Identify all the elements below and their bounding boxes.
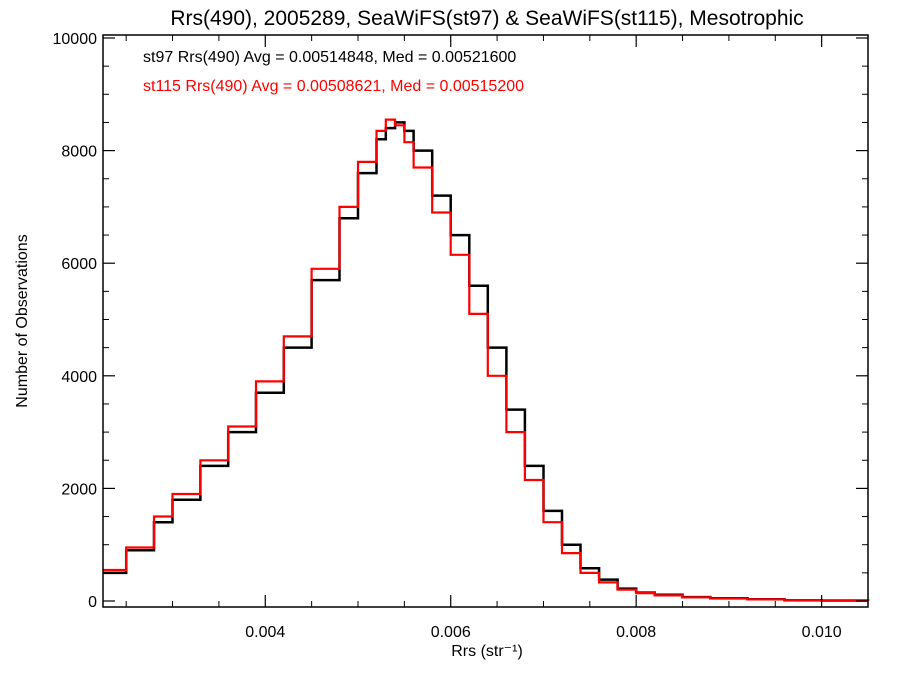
y-tick-label: 4000 (61, 369, 97, 386)
axis-ticks: 0.004 0.006 0.008 0.010 0 2000 4000 6000 8000 100… (53, 31, 868, 641)
x-tick-label: 0.006 (431, 624, 471, 641)
annotation-st97: st97 Rrs(490) Avg = 0.00514848, Med = 0.… (143, 49, 516, 66)
y-axis-label: Number of Observations (14, 234, 31, 407)
series-line-st115 (103, 118, 870, 602)
y-tick-label: 8000 (61, 144, 97, 161)
y-tick-label: 0 (88, 594, 97, 611)
chart-title: Rrs(490), 2005289, SeaWiFS(st97) & SeaWi… (170, 7, 803, 30)
annotation-st115: st115 Rrs(490) Avg = 0.00508621, Med = 0… (143, 78, 524, 95)
plot-area (103, 118, 870, 602)
x-tick-label: 0.010 (802, 624, 842, 641)
y-tick-label: 10000 (53, 31, 98, 48)
y-tick-label: 2000 (61, 481, 97, 498)
plot-frame (102, 34, 869, 608)
x-tick-label: 0.004 (245, 624, 285, 641)
y-tick-label: 6000 (61, 256, 97, 273)
x-axis-label: Rrs (str⁻¹) (451, 643, 523, 660)
x-tick-label: 0.008 (616, 624, 656, 641)
